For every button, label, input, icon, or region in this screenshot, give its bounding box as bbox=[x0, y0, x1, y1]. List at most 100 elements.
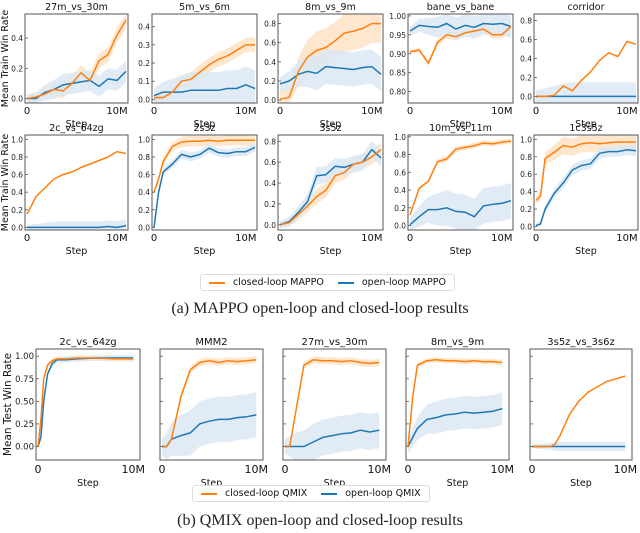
series-line-closed bbox=[285, 359, 380, 448]
y-tick-label: 0.4 bbox=[394, 186, 406, 195]
y-tick-label: 0.2 bbox=[11, 206, 23, 215]
y-tick-label: 1.00 bbox=[389, 12, 406, 21]
series-line-closed bbox=[26, 19, 127, 100]
y-tick-label: 0.4 bbox=[138, 23, 150, 32]
legend-label: closed-loop QMIX bbox=[225, 488, 308, 499]
subplot-title: MMM2 bbox=[195, 337, 227, 348]
legend-item-closed-mappo: closed-loop MAPPO bbox=[209, 277, 324, 288]
subplot-title: 1c3s5z bbox=[569, 123, 602, 134]
legend-label: open-loop QMIX bbox=[345, 488, 421, 499]
x-tick-label: 10M bbox=[361, 233, 382, 244]
x-tick-label: 10M bbox=[614, 463, 638, 476]
series-line-closed bbox=[536, 40, 637, 98]
axes-frame bbox=[277, 134, 384, 231]
subplot-mappo-2s3z: 2s3z 0.0 0.2 0.4 0.6 0.8 1.0 0 10M Step bbox=[138, 123, 258, 257]
x-axis-label: Step bbox=[320, 119, 342, 130]
y-tick-label: 0.4 bbox=[11, 188, 23, 197]
caption-a: (a) MAPPO open-loop and closed-loop resu… bbox=[171, 300, 469, 317]
open-loop-swatch bbox=[337, 281, 354, 284]
series-line-open bbox=[409, 22, 512, 32]
y-tick-label: 0.2 bbox=[138, 59, 150, 68]
y-tick-label: 1.00 bbox=[15, 352, 34, 362]
y-tick-label: 0.8 bbox=[264, 137, 276, 146]
x-axis-label: Step bbox=[320, 246, 342, 257]
confidence-band-open bbox=[162, 392, 257, 460]
x-tick-label: 10M bbox=[235, 233, 256, 244]
y-tick-label: 0.8 bbox=[138, 153, 150, 162]
y-tick-label: 0.0 bbox=[520, 92, 532, 101]
series-line-open bbox=[153, 146, 256, 228]
y-tick-label: 0.8 bbox=[11, 153, 23, 162]
confidence-band-open bbox=[536, 82, 636, 103]
y-tick-label: 0.90 bbox=[389, 50, 406, 59]
series-line-open bbox=[27, 224, 127, 229]
y-tick-label: 0.4 bbox=[520, 55, 532, 64]
subplot-title: 3s5z_vs_3s6z bbox=[547, 337, 615, 348]
series-line-open bbox=[407, 407, 503, 447]
confidence-band-open bbox=[38, 355, 134, 448]
x-axis-label: Step bbox=[450, 119, 472, 130]
x-tick-label: 0 bbox=[282, 463, 289, 476]
subplot-mappo-5m_vs_6m: 5m_vs_6m 0.0 0.1 0.2 0.3 0.4 0 10M Step bbox=[138, 2, 258, 130]
x-tick-label: 10M bbox=[106, 233, 127, 244]
series-line-open bbox=[279, 148, 382, 226]
y-tick-label: 0.2 bbox=[138, 206, 150, 215]
axes-frame bbox=[159, 348, 264, 461]
x-tick-label: 10M bbox=[106, 106, 127, 117]
series-line-closed bbox=[407, 359, 503, 447]
y-tick-label: 0.2 bbox=[11, 64, 23, 73]
x-tick-label: 0 bbox=[529, 463, 536, 476]
subplot-title: 10m_vs_11m bbox=[429, 123, 492, 134]
x-tick-label: 0 bbox=[151, 233, 157, 244]
x-axis-label: Step bbox=[447, 478, 469, 489]
series-line-open bbox=[153, 84, 256, 97]
confidence-band-closed bbox=[285, 356, 380, 449]
y-tick-label: 0.00 bbox=[15, 442, 34, 452]
x-tick-label: 0 bbox=[24, 233, 30, 244]
axes-frame bbox=[405, 348, 510, 461]
x-tick-label: 10M bbox=[235, 106, 256, 117]
legend-item-open-qmix: open-loop QMIX bbox=[321, 488, 421, 499]
x-axis-label: Step bbox=[575, 119, 597, 130]
axes-frame bbox=[407, 13, 514, 104]
y-tick-label: 0.0 bbox=[520, 223, 532, 232]
x-tick-label: 10M bbox=[491, 106, 512, 117]
x-axis-label: Step bbox=[66, 119, 88, 130]
y-tick-label: 0.4 bbox=[11, 34, 23, 43]
y-tick-label: 0.8 bbox=[394, 151, 406, 160]
axes-frame bbox=[277, 13, 384, 104]
y-tick-label: 0.4 bbox=[138, 188, 150, 197]
subplot-qmix-27m_vs_30m: 27m_vs_30m 0 10M Step bbox=[282, 337, 392, 489]
y-axis-label: Mean Train Win Rate bbox=[0, 134, 11, 232]
x-tick-label: 0 bbox=[407, 233, 413, 244]
subplot-mappo-1c3s5z: 1c3s5z 0.0 0.2 0.4 0.6 0.8 1.0 0 10M Step bbox=[520, 123, 639, 257]
y-tick-label: 0.2 bbox=[264, 200, 276, 209]
series-line-closed bbox=[26, 150, 127, 215]
x-tick-label: 10M bbox=[368, 463, 392, 476]
series-line-open bbox=[535, 149, 637, 227]
subplot-title: bane_vs_bane bbox=[427, 2, 495, 13]
confidence-band-closed bbox=[38, 355, 134, 448]
subplot-title: 27m_vs_30m bbox=[45, 2, 108, 13]
series-line-closed bbox=[409, 25, 512, 64]
series-line-open bbox=[409, 199, 512, 226]
y-tick-label: 0.6 bbox=[520, 36, 532, 45]
subplot-mappo-3s5z: 3s5z 0.0 0.2 0.4 0.6 0.8 0 10M Step bbox=[264, 123, 384, 257]
y-axis-label: Mean Test Win Rate bbox=[2, 353, 14, 456]
subplot-mappo-2c_vs_64zg: 2c_vs_64zg 0.0 0.2 0.4 0.6 0.8 1.0 0 10M Step Mean… bbox=[0, 123, 129, 257]
confidence-band-closed bbox=[536, 135, 636, 204]
closed-loop-swatch bbox=[201, 492, 217, 495]
series-line-closed bbox=[37, 357, 134, 447]
y-tick-label: 0.8 bbox=[520, 17, 532, 26]
closed-loop-swatch bbox=[209, 281, 225, 284]
y-tick-label: 0.6 bbox=[264, 39, 276, 48]
y-tick-label: 0.3 bbox=[138, 41, 150, 50]
axes-frame bbox=[24, 13, 129, 104]
y-tick-label: 0.4 bbox=[264, 179, 276, 188]
axes-frame bbox=[24, 134, 129, 231]
subplot-mappo-corridor: corridor 0.0 0.2 0.4 0.6 0.8 0 10M Step bbox=[520, 2, 639, 130]
axes-frame bbox=[533, 134, 639, 231]
x-tick-label: 0 bbox=[277, 106, 283, 117]
y-tick-label: 0.2 bbox=[520, 73, 532, 82]
